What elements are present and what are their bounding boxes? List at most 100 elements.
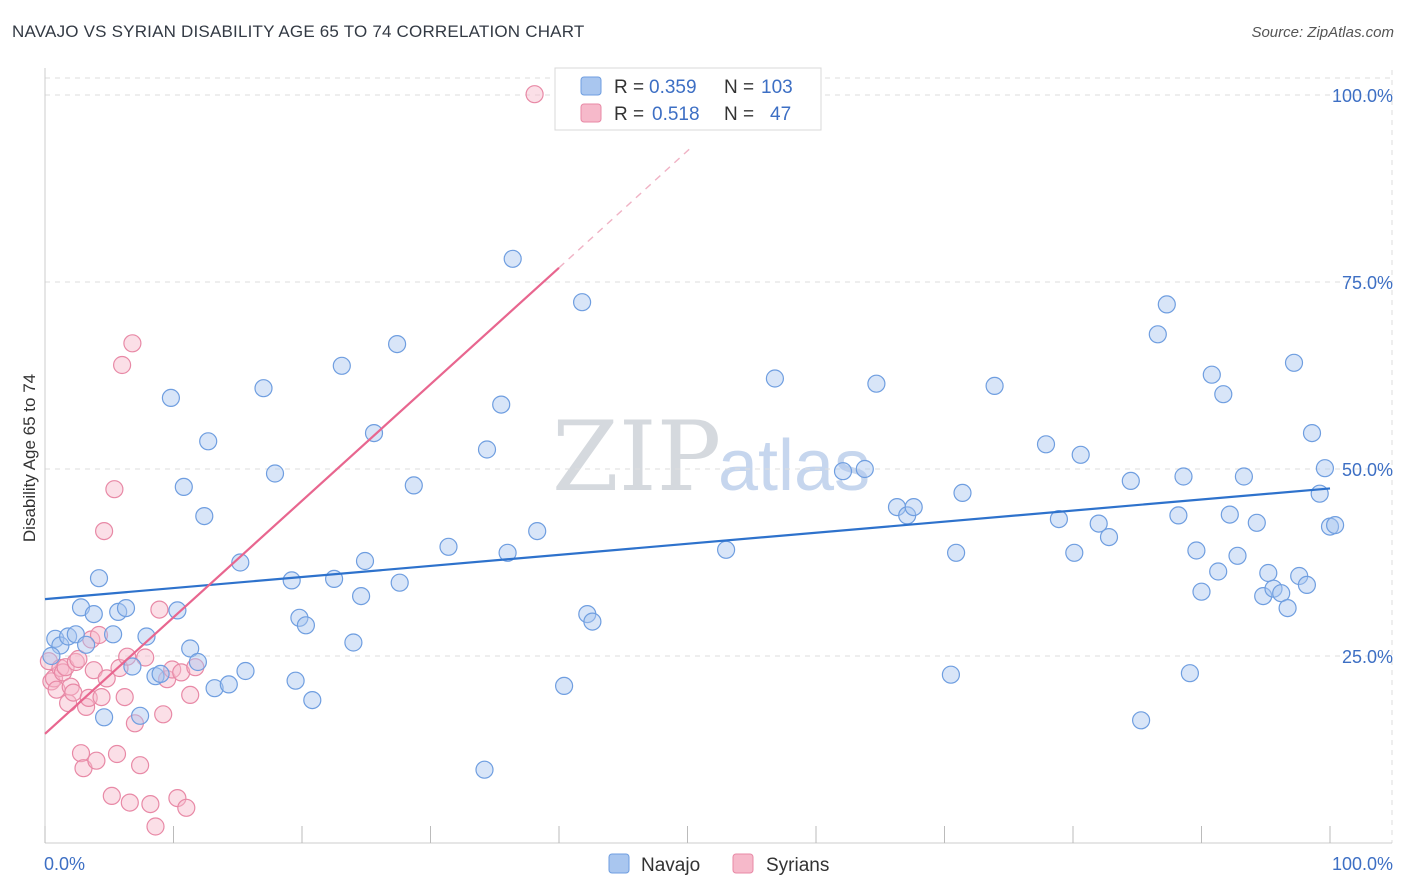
x-tick-label-0: 0.0%	[44, 854, 85, 874]
syrians-point-34	[136, 648, 155, 667]
navajo-point-93	[1278, 598, 1297, 618]
syrians-point-28	[115, 687, 134, 707]
navajo-point-42	[390, 573, 409, 592]
syrians-point-2	[44, 669, 64, 688]
syrians-trend-line	[44, 266, 560, 735]
bottom-legend-navajo-swatch	[608, 853, 630, 874]
navajo-point-76	[1157, 295, 1176, 314]
navajo-series	[42, 249, 1345, 779]
x-tick-label-100: 100.0%	[1332, 854, 1393, 874]
navajo-point-52	[572, 293, 592, 312]
syrians-point-6	[56, 658, 75, 677]
correlation-legend: R = 0.359 N = 103 R = 0.518 N = 47	[554, 67, 822, 131]
navajo-point-87	[1234, 467, 1254, 486]
y-tick-label-75: 75.0%	[1342, 273, 1393, 293]
syrians-point-25	[107, 744, 127, 764]
navajo-point-27	[236, 661, 255, 681]
navajo-point-48	[498, 543, 517, 562]
navajo-point-83	[1209, 562, 1228, 581]
bottom-legend-syrians-swatch	[732, 853, 754, 874]
syrians-point-31	[123, 334, 142, 353]
navajo-point-81	[1192, 582, 1211, 601]
navajo-point-34	[303, 690, 322, 710]
watermark: ZIP atlas	[552, 401, 870, 513]
navajo-point-62	[904, 498, 923, 517]
navajo-point-50	[528, 521, 547, 541]
y-tick-label-50: 50.0%	[1342, 460, 1393, 480]
navajo-point-21	[188, 652, 207, 672]
syrians-point-17	[84, 661, 103, 680]
navajo-point-28	[254, 379, 273, 398]
navajo-point-78	[1174, 467, 1193, 486]
navajo-point-23	[199, 432, 218, 451]
syrians-series	[39, 85, 544, 836]
navajo-point-84	[1214, 385, 1233, 404]
navajo-point-13	[131, 706, 150, 725]
navajo-point-71	[1089, 514, 1108, 533]
navajo-point-38	[352, 586, 371, 606]
navajo-point-29	[265, 464, 285, 483]
bottom-legend-navajo: Navajo	[641, 855, 700, 876]
y-axis-label: Disability Age 65 to 74	[20, 374, 39, 542]
syrians-point-35	[141, 794, 160, 814]
legend-navajo-r-label: R =	[614, 77, 644, 98]
navajo-point-97	[1302, 424, 1322, 443]
navajo-point-31	[286, 671, 305, 690]
syrians-point-27	[112, 355, 132, 375]
syrians-point-33	[131, 756, 150, 775]
syrians-point-10	[66, 652, 85, 672]
navajo-point-85	[1220, 505, 1239, 524]
syrians-point-46	[525, 85, 544, 104]
syrians-point-11	[69, 649, 88, 669]
syrians-point-18	[87, 751, 106, 770]
navajo-point-40	[364, 424, 384, 443]
navajo-point-24	[205, 679, 224, 698]
navajo-point-77	[1169, 506, 1188, 525]
navajo-point-102	[42, 646, 61, 666]
legend-navajo-swatch	[580, 76, 602, 96]
navajo-point-57	[833, 462, 853, 481]
y-tick-label-25: 25.0%	[1342, 647, 1393, 667]
syrians-point-21	[94, 521, 114, 541]
navajo-point-43	[404, 476, 423, 495]
syrians-point-12	[71, 744, 91, 763]
navajo-point-54	[583, 612, 602, 631]
navajo-point-19	[174, 477, 193, 496]
navajo-point-6	[84, 604, 103, 624]
navajo-point-59	[867, 374, 886, 393]
syrians-point-42	[172, 663, 191, 682]
navajo-point-25	[219, 675, 238, 694]
legend-syrians-n-value: 47	[770, 104, 791, 125]
legend-syrians-r-label: R =	[614, 104, 644, 125]
legend-navajo-n-value: 103	[761, 77, 793, 98]
syrians-point-23	[102, 786, 121, 806]
navajo-point-26	[231, 553, 250, 572]
syrians-point-29	[118, 647, 137, 666]
navajo-point-41	[388, 335, 407, 354]
navajo-point-49	[503, 249, 522, 268]
navajo-point-80	[1187, 541, 1206, 560]
syrians-point-20	[92, 687, 111, 707]
legend-syrians-swatch	[580, 103, 602, 123]
navajo-point-68	[1049, 509, 1069, 529]
navajo-point-44	[439, 537, 458, 556]
navajo-point-18	[168, 601, 187, 620]
navajo-point-33	[296, 616, 315, 635]
navajo-point-46	[477, 440, 497, 459]
navajo-point-89	[1254, 586, 1273, 606]
navajo-point-73	[1121, 471, 1140, 490]
navajo-point-65	[953, 483, 972, 502]
navajo-point-67	[1036, 435, 1056, 454]
navajo-point-64	[946, 543, 966, 562]
navajo-point-16	[151, 664, 170, 684]
y-tick-labels: 25.0% 50.0% 75.0% 100.0%	[1332, 86, 1393, 667]
navajo-point-69	[1065, 543, 1084, 562]
syrians-trend-extension	[558, 146, 692, 269]
navajo-point-39	[355, 551, 375, 571]
chart-title: NAVAJO VS SYRIAN DISABILITY AGE 65 TO 74…	[12, 22, 585, 41]
trend-lines	[44, 146, 1331, 735]
navajo-point-79	[1180, 664, 1200, 683]
syrians-point-24	[105, 480, 124, 499]
watermark-atlas: atlas	[718, 426, 870, 506]
syrians-point-9	[64, 683, 83, 702]
